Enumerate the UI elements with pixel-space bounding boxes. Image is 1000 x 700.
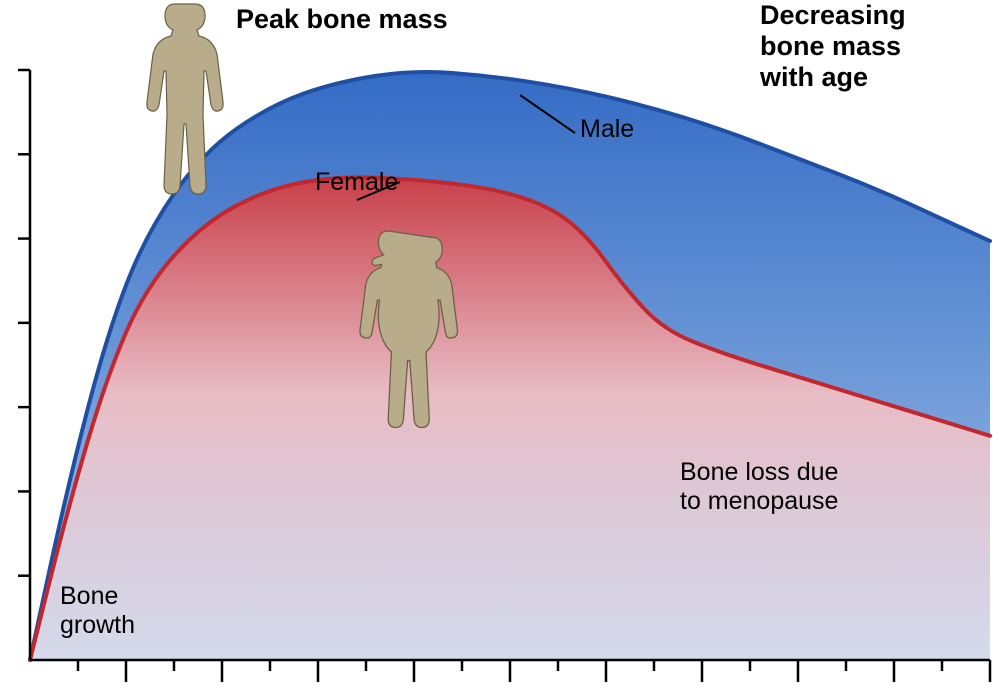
chart-svg bbox=[0, 0, 1000, 700]
label-menopause: Bone loss due to menopause bbox=[680, 458, 838, 516]
label-peak: Peak bone mass bbox=[236, 4, 448, 35]
label-decreasing: Decreasing bone mass with age bbox=[760, 0, 906, 93]
bone-mass-chart: Peak bone mass Decreasing bone mass with … bbox=[0, 0, 1000, 700]
label-female: Female bbox=[315, 168, 398, 197]
label-male: Male bbox=[580, 115, 634, 144]
label-growth: Bone growth bbox=[60, 582, 135, 640]
